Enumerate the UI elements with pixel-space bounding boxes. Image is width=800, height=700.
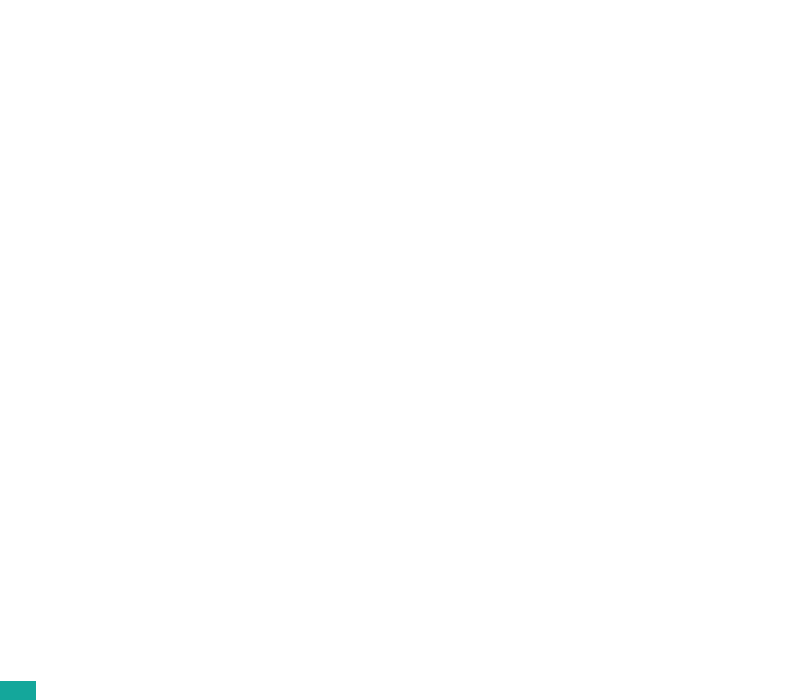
teal-corner-artifact bbox=[0, 681, 36, 700]
